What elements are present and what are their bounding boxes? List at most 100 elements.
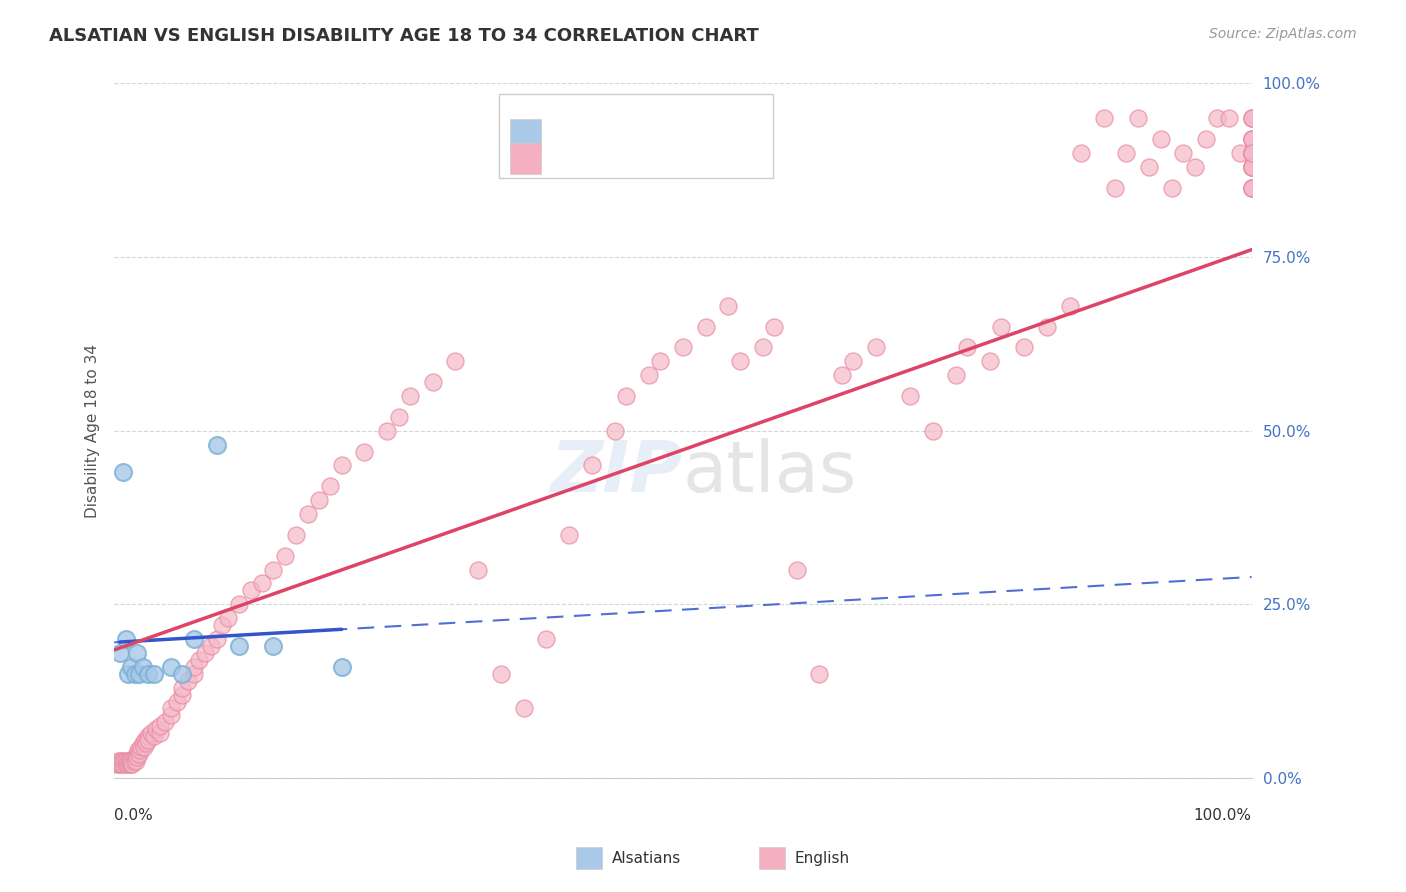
Point <box>145 723 167 737</box>
Point <box>831 368 853 383</box>
Point <box>1115 145 1137 160</box>
Point <box>172 681 194 695</box>
Point <box>194 646 217 660</box>
Point <box>155 715 177 730</box>
Text: Alsatians: Alsatians <box>612 851 681 865</box>
Point <box>120 754 142 768</box>
Point <box>128 666 150 681</box>
Text: 100.0%: 100.0% <box>1194 808 1251 823</box>
Point <box>200 639 222 653</box>
Point <box>387 409 409 424</box>
Point <box>444 354 467 368</box>
Point <box>107 757 129 772</box>
Point <box>786 563 808 577</box>
Point <box>125 754 148 768</box>
Point <box>489 666 512 681</box>
Point <box>114 757 136 772</box>
Point <box>603 424 626 438</box>
Text: ALSATIAN VS ENGLISH DISABILITY AGE 18 TO 34 CORRELATION CHART: ALSATIAN VS ENGLISH DISABILITY AGE 18 TO… <box>49 27 759 45</box>
Point <box>143 666 166 681</box>
Point <box>614 389 637 403</box>
Point <box>166 694 188 708</box>
Point <box>1149 132 1171 146</box>
Point <box>956 340 979 354</box>
Point <box>695 319 717 334</box>
Point <box>865 340 887 354</box>
Point <box>285 528 308 542</box>
Text: N = 134: N = 134 <box>658 148 733 166</box>
Point <box>129 743 152 757</box>
Point <box>536 632 558 646</box>
Point <box>1218 111 1240 125</box>
Point <box>672 340 695 354</box>
Point <box>1240 180 1263 194</box>
Point <box>1240 160 1263 174</box>
Point <box>250 576 273 591</box>
Point <box>1059 299 1081 313</box>
Point <box>149 719 172 733</box>
Point <box>1240 180 1263 194</box>
Point <box>467 563 489 577</box>
Point <box>131 660 153 674</box>
Point <box>122 754 145 768</box>
Point <box>172 666 194 681</box>
Point <box>1240 160 1263 174</box>
Point <box>1195 132 1218 146</box>
Point <box>1206 111 1229 125</box>
Point <box>160 701 183 715</box>
Point <box>111 754 134 768</box>
Point <box>105 757 128 772</box>
Point <box>121 757 143 772</box>
Point <box>1126 111 1149 125</box>
Point <box>128 747 150 761</box>
Point <box>375 424 398 438</box>
Point <box>134 732 156 747</box>
Point <box>990 319 1012 334</box>
Text: ZIP: ZIP <box>551 438 683 507</box>
Text: R = 0.656: R = 0.656 <box>553 148 636 166</box>
Point <box>136 732 159 747</box>
Point <box>211 618 233 632</box>
Point <box>319 479 342 493</box>
Point <box>1240 160 1263 174</box>
Point <box>1240 132 1263 146</box>
Point <box>330 660 353 674</box>
Point <box>172 688 194 702</box>
Point <box>1240 145 1263 160</box>
Point <box>136 729 159 743</box>
Point <box>217 611 239 625</box>
Point <box>131 736 153 750</box>
Point <box>124 666 146 681</box>
Point <box>1240 145 1263 160</box>
Point <box>558 528 581 542</box>
Point <box>120 660 142 674</box>
Text: atlas: atlas <box>683 438 858 507</box>
Point <box>136 666 159 681</box>
Point <box>1240 145 1263 160</box>
Point <box>139 726 162 740</box>
Point <box>1240 160 1263 174</box>
Point <box>108 757 131 772</box>
Point <box>125 747 148 761</box>
Point <box>637 368 659 383</box>
Point <box>205 632 228 646</box>
Point <box>160 660 183 674</box>
Point <box>120 757 142 772</box>
Point <box>132 739 155 754</box>
Point <box>112 754 135 768</box>
Point <box>1104 180 1126 194</box>
Point <box>125 646 148 660</box>
Point <box>262 639 284 653</box>
Point <box>842 354 865 368</box>
Point <box>143 729 166 743</box>
Point <box>422 375 444 389</box>
Point <box>120 754 142 768</box>
Point <box>808 666 831 681</box>
Point <box>1240 111 1263 125</box>
Point <box>112 757 135 772</box>
Point <box>717 299 740 313</box>
Point <box>922 424 945 438</box>
Point <box>1240 132 1263 146</box>
Point <box>1173 145 1195 160</box>
Point <box>177 673 200 688</box>
